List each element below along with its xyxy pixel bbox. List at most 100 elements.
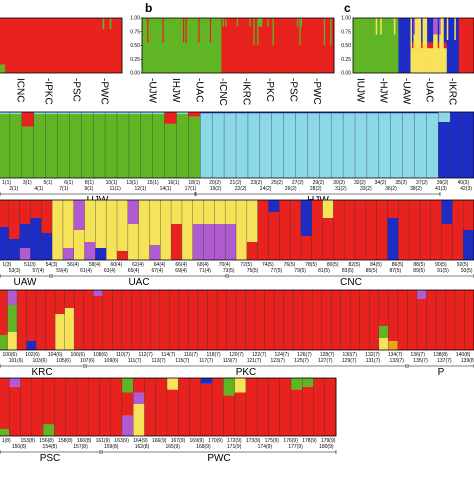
row3-bar-6-seg-1 bbox=[55, 290, 65, 314]
row2-bar-29-seg-0 bbox=[312, 200, 323, 260]
row2-bar-36-seg-0 bbox=[387, 218, 398, 260]
row4-bar-28-seg-0 bbox=[313, 378, 325, 436]
row1-bar-30-seg-0 bbox=[355, 113, 367, 178]
row1-ind-4: 11(1) bbox=[109, 186, 121, 192]
panel-a-pop-PKC: -IPKC bbox=[42, 78, 53, 105]
row1-bar-14-seg-0 bbox=[165, 124, 177, 178]
panel-letter-b: b bbox=[145, 1, 152, 15]
row2-bar-21-seg-1 bbox=[225, 200, 236, 224]
row4-bar-14-seg-0 bbox=[156, 378, 168, 436]
panel-b-ytick-0: 0.00 bbox=[130, 71, 140, 77]
row3-ind-0: 101(6) bbox=[9, 358, 24, 364]
row4-bar-1-seg-1 bbox=[9, 378, 21, 387]
row3-bar-23-seg-0 bbox=[217, 290, 227, 350]
row2-bar-40-seg-0 bbox=[431, 200, 442, 260]
row4-bar-4-seg-1 bbox=[43, 378, 55, 424]
row3-bar-17-seg-0 bbox=[160, 290, 170, 350]
row1-bar-4-seg-0 bbox=[46, 114, 58, 178]
row4-ind-6: 168(9) bbox=[196, 444, 211, 450]
row2-bar-0-seg-1 bbox=[0, 200, 9, 227]
row3-ind-1: 103(6) bbox=[33, 358, 48, 364]
row1-bar-0-seg-0 bbox=[0, 114, 10, 178]
row3-bar-2-seg-0 bbox=[17, 290, 27, 350]
row2-bar-34-seg-0 bbox=[366, 200, 377, 260]
row1-ind-18: 42(3) bbox=[460, 186, 472, 192]
row2-bar-37-seg-0 bbox=[398, 200, 409, 260]
row4-bar-26-seg-0 bbox=[291, 390, 303, 436]
row2-bar-4-seg-1 bbox=[41, 200, 52, 233]
row3-bar-26-seg-0 bbox=[246, 290, 256, 350]
row4-bar-23-seg-0 bbox=[257, 378, 269, 436]
row2-ind-8: 71(4) bbox=[199, 268, 211, 274]
panel-a-pop-PWC: -PWC bbox=[98, 78, 109, 105]
row3-bar-40-seg-0 bbox=[379, 338, 389, 350]
row4-bar-21-seg-0 bbox=[235, 393, 247, 437]
row4-bar-13-seg-0 bbox=[144, 378, 156, 436]
row2-ind-18: 91(5) bbox=[437, 268, 449, 274]
row1-bar-11-seg-0 bbox=[129, 114, 141, 178]
row2-pop-UAC: UAC bbox=[128, 277, 149, 288]
row1-bar-19-seg-0 bbox=[224, 113, 236, 178]
row3-bar-3-seg-1 bbox=[27, 290, 37, 341]
row3-ind-5: 111(7) bbox=[128, 358, 142, 364]
row2-bar-2-seg-0 bbox=[20, 248, 31, 260]
row2-ind-top-14: 78(5) bbox=[305, 262, 317, 268]
row2-bar-1-seg-1 bbox=[9, 200, 20, 239]
row4-ind-0: 150(8) bbox=[12, 444, 27, 450]
panel-c-ytick-0: 0.00 bbox=[341, 71, 351, 77]
row2-bar-19-seg-0 bbox=[204, 224, 215, 260]
row4-bar-27-seg-1 bbox=[302, 378, 314, 387]
row4-bar-12-seg-1 bbox=[133, 393, 145, 405]
row1-bar-16-seg-0 bbox=[188, 117, 200, 178]
row4-bar-15-seg-0 bbox=[167, 390, 179, 436]
row1-bar-3-seg-0 bbox=[34, 114, 46, 178]
row2-ind-14: 83(5) bbox=[342, 268, 354, 274]
row4-ind-top-3: 158(8) bbox=[58, 438, 73, 444]
row1-bar-36-seg-0 bbox=[426, 113, 438, 178]
row4-bar-12-seg-0 bbox=[133, 404, 145, 436]
row3-ind-18: 137(7) bbox=[437, 358, 452, 364]
row3-pop-KRC: KRC bbox=[31, 367, 52, 378]
row2-bar-23-seg-0 bbox=[247, 242, 258, 260]
panel-a-pop-CNC: ICNC bbox=[14, 78, 25, 102]
row2-bar-18-seg-0 bbox=[193, 224, 204, 260]
row3-bar-7-seg-0 bbox=[65, 308, 75, 350]
row2-bar-26-seg-0 bbox=[279, 200, 290, 260]
row3-bar-32-seg-0 bbox=[303, 290, 313, 350]
panel-b-ytick-3: 0.75 bbox=[130, 29, 140, 35]
row3-bar-33-seg-0 bbox=[312, 290, 322, 350]
row4-pop-PWC: PWC bbox=[207, 453, 230, 464]
row4-bar-18-seg-1 bbox=[201, 378, 213, 384]
row4-bar-25-seg-0 bbox=[280, 378, 292, 436]
row3-bar-12-seg-0 bbox=[112, 290, 122, 350]
row4-ind-2: 157(8) bbox=[73, 444, 88, 450]
row3-bar-10-seg-1 bbox=[93, 290, 103, 296]
row2-bar-2-seg-2 bbox=[20, 200, 31, 224]
row2-bar-28-seg-1 bbox=[301, 200, 312, 236]
panel-b-pop-CNC: -ICNC bbox=[217, 78, 228, 106]
row2-bar-11-seg-0 bbox=[117, 251, 128, 260]
row2-bar-32-seg-0 bbox=[344, 200, 355, 260]
row2-ind-0: 53(3) bbox=[9, 268, 21, 274]
row2-bar-7-seg-0 bbox=[74, 230, 85, 260]
row4-bar-0-seg-1 bbox=[0, 378, 10, 429]
row4-ind-1: 154(8) bbox=[43, 444, 58, 450]
row2-ind-10: 75(5) bbox=[247, 268, 259, 274]
row1-bar-23-seg-0 bbox=[272, 113, 284, 178]
row1-ind-16: 38(2) bbox=[410, 186, 422, 192]
row3-ind-8: 117(7) bbox=[199, 358, 213, 364]
row1-ind-17: 41(3) bbox=[435, 186, 447, 192]
row1-bar-8-seg-0 bbox=[93, 114, 105, 178]
row3-pop-PKC: PKC bbox=[236, 367, 257, 378]
row2-bar-24-seg-0 bbox=[258, 200, 269, 260]
row3-bar-18-seg-0 bbox=[169, 290, 179, 350]
row1-ind-top-2: 5(1) bbox=[44, 180, 53, 186]
row3-bar-30-seg-0 bbox=[284, 290, 294, 350]
row3-bar-39-seg-0 bbox=[369, 290, 379, 350]
row2-bar-5-seg-0 bbox=[52, 200, 63, 260]
row1-bar-37-seg-0 bbox=[438, 122, 450, 178]
row2-bar-14-seg-1 bbox=[149, 200, 160, 245]
row2-ind-6: 67(4) bbox=[152, 268, 164, 274]
row3-bar-36-seg-0 bbox=[341, 290, 351, 350]
